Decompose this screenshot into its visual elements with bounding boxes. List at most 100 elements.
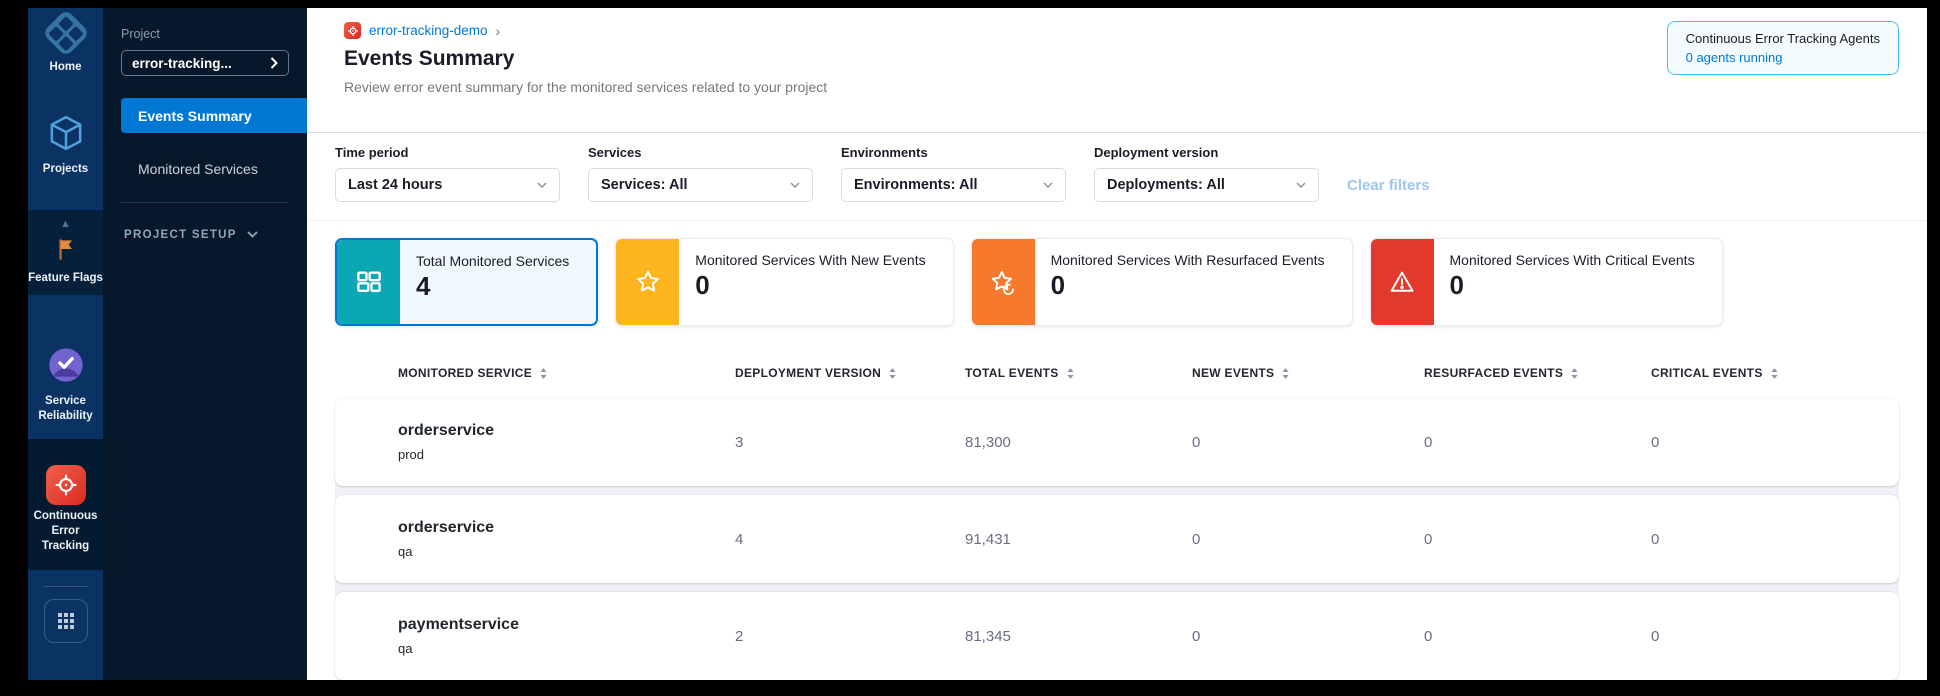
select-value: Deployments: All [1107, 177, 1225, 193]
sidebar-item-label: Feature Flags [28, 272, 103, 284]
new-events-value: 0 [1192, 530, 1201, 548]
service-environment: qa [398, 641, 413, 656]
project-setup-toggle[interactable]: PROJECT SETUP [124, 229, 307, 241]
select-value: Services: All [601, 177, 688, 193]
summary-cards: Total Monitored Services 4 Monitored Ser… [307, 221, 1927, 326]
sidebar-item-feature-flags[interactable]: Feature Flags [28, 236, 103, 286]
cube-icon [46, 113, 86, 158]
scroll-up-icon[interactable]: ▲ [60, 218, 71, 230]
column-label: CRITICAL EVENTS [1651, 366, 1763, 380]
sidebar-item-label: Service Reliability [38, 395, 93, 422]
column-deployment-version[interactable]: DEPLOYMENT VERSION [735, 366, 965, 380]
page-title: Events Summary [344, 47, 515, 70]
star-icon [616, 239, 680, 325]
filter-label: Deployment version [1094, 145, 1219, 160]
card-label: Total Monitored Services [416, 253, 570, 269]
project-selector[interactable]: error-tracking... [121, 50, 289, 76]
sort-icon [1067, 367, 1074, 379]
menu-item-label: Events Summary [138, 107, 252, 124]
column-monitored-service[interactable]: MONITORED SERVICE [335, 366, 735, 380]
agents-panel[interactable]: Continuous Error Tracking Agents 0 agent… [1666, 21, 1899, 75]
table-body: orderservice prod 3 81,300 0 0 0 orderse… [335, 398, 1899, 680]
breadcrumb: error-tracking-demo › [344, 22, 1899, 39]
chevron-right-icon [270, 57, 278, 69]
total-events-value: 81,345 [965, 627, 1011, 645]
chevron-down-icon [1043, 182, 1053, 188]
clear-filters-button[interactable]: Clear filters [1347, 177, 1430, 194]
service-cell: orderservice qa [335, 519, 735, 559]
target-icon [45, 465, 86, 505]
card-value: 4 [416, 271, 431, 301]
divider [121, 202, 289, 203]
menu-item-label: Monitored Services [138, 160, 258, 177]
main-content: error-tracking-demo › Events Summary Rev… [307, 8, 1927, 680]
resurfaced-events-value: 0 [1424, 627, 1433, 645]
filter-label: Environments [841, 145, 928, 160]
deployments-select[interactable]: Deployments: All [1094, 168, 1319, 202]
agents-panel-title: Continuous Error Tracking Agents [1685, 31, 1880, 46]
time-period-select[interactable]: Last 24 hours [335, 168, 560, 202]
card-label: Monitored Services With New Events [695, 252, 926, 268]
column-label: TOTAL EVENTS [965, 366, 1059, 380]
service-name: orderservice [398, 519, 495, 536]
resurfaced-events-value: 0 [1424, 433, 1433, 451]
sort-icon [1771, 367, 1778, 379]
table-row[interactable]: paymentservice qa 2 81,345 0 0 0 [335, 592, 1899, 680]
page-header: error-tracking-demo › Events Summary Rev… [307, 8, 1927, 133]
service-cell: paymentservice qa [335, 616, 735, 656]
service-name: orderservice [398, 422, 495, 439]
total-events-value: 91,431 [965, 530, 1011, 548]
table-row[interactable]: orderservice prod 3 81,300 0 0 0 [335, 398, 1899, 486]
column-label: DEPLOYMENT VERSION [735, 366, 882, 380]
sidebar-item-label: Projects [42, 162, 89, 175]
filter-bar: Time period Last 24 hours Services Servi… [307, 133, 1927, 221]
services-select[interactable]: Services: All [588, 168, 813, 202]
filter-time-period: Time period Last 24 hours [335, 145, 560, 202]
project-sidebar: Project error-tracking... Events Summary… [103, 8, 307, 680]
grid-icon [57, 613, 74, 629]
sidebar-item-label: Continuous Error Tracking [33, 510, 98, 552]
sidebar-item-home[interactable]: Home [28, 8, 103, 75]
table-row[interactable]: orderservice qa 4 91,431 0 0 0 [335, 495, 1899, 583]
critical-events-value: 0 [1651, 530, 1660, 548]
card-resurfaced-events[interactable]: Monitored Services With Resurfaced Event… [970, 238, 1353, 326]
filter-deployment-version: Deployment version Deployments: All [1094, 145, 1319, 202]
module-grid-button[interactable] [43, 599, 88, 643]
column-total-events[interactable]: TOTAL EVENTS [965, 366, 1192, 380]
card-total-monitored-services[interactable]: Total Monitored Services 4 [335, 238, 599, 326]
filter-label: Time period [335, 145, 409, 160]
filter-services: Services Services: All [588, 145, 813, 202]
app-window: Home Projects ▲ Feature F [28, 8, 1927, 680]
column-critical-events[interactable]: CRITICAL EVENTS [1651, 366, 1899, 380]
chevron-down-icon [790, 182, 800, 188]
chevron-down-icon [247, 229, 258, 241]
column-label: RESURFACED EVENTS [1424, 366, 1564, 380]
deployment-version-value: 3 [735, 433, 744, 451]
card-value: 0 [1449, 270, 1464, 300]
column-new-events[interactable]: NEW EVENTS [1192, 366, 1424, 380]
total-events-value: 81,300 [965, 433, 1011, 451]
breadcrumb-link[interactable]: error-tracking-demo [369, 23, 488, 38]
page-subtitle: Review error event summary for the monit… [344, 79, 828, 95]
sidebar-item-events-summary[interactable]: Events Summary [121, 98, 307, 133]
sidebar-item-continuous-error-tracking[interactable]: Continuous Error Tracking [28, 465, 103, 554]
sidebar-item-projects[interactable]: Projects [28, 113, 103, 177]
project-selector-value: error-tracking... [132, 55, 232, 71]
chevron-down-icon [1296, 182, 1306, 188]
card-critical-events[interactable]: Monitored Services With Critical Events … [1369, 238, 1723, 326]
project-section-label: Project [121, 27, 160, 41]
dashboard-icon [337, 240, 400, 324]
sidebar-item-label: Home [49, 61, 82, 73]
sidebar-item-monitored-services[interactable]: Monitored Services [121, 151, 307, 186]
card-new-events[interactable]: Monitored Services With New Events 0 [615, 238, 954, 326]
environments-select[interactable]: Environments: All [841, 168, 1066, 202]
service-environment: qa [398, 544, 413, 559]
column-resurfaced-events[interactable]: RESURFACED EVENTS [1424, 366, 1651, 380]
agents-running-link[interactable]: 0 agents running [1685, 50, 1783, 65]
card-value: 0 [1050, 270, 1066, 300]
sort-icon [1571, 367, 1578, 379]
column-label: MONITORED SERVICE [398, 366, 533, 380]
column-label: NEW EVENTS [1192, 366, 1275, 380]
sidebar-item-service-reliability[interactable]: Service Reliability [28, 345, 103, 424]
breadcrumb-separator: › [495, 22, 501, 39]
